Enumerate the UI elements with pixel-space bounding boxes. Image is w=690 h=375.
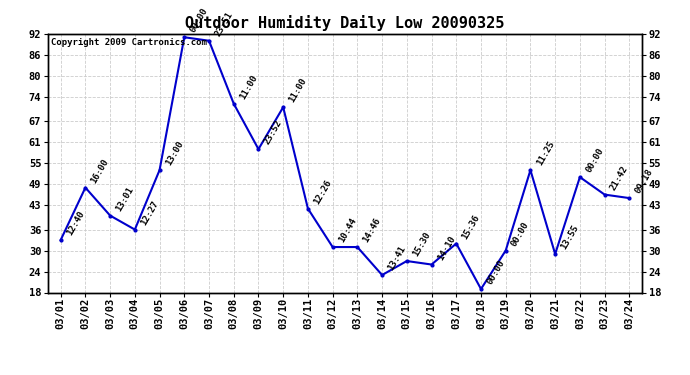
Text: 23:51: 23:51 [213,10,235,38]
Text: 15:36: 15:36 [460,213,482,241]
Text: 11:00: 11:00 [238,73,259,101]
Text: 14:46: 14:46 [362,216,383,244]
Text: 13:01: 13:01 [115,185,135,213]
Title: Outdoor Humidity Daily Low 20090325: Outdoor Humidity Daily Low 20090325 [186,15,504,31]
Text: 09:18: 09:18 [633,168,655,195]
Text: 10:44: 10:44 [337,216,358,244]
Text: 23:52: 23:52 [263,118,284,146]
Text: 12:40: 12:40 [65,210,86,237]
Text: 16:00: 16:00 [90,157,111,185]
Text: 00:00: 00:00 [188,7,210,34]
Text: 11:00: 11:00 [287,76,308,104]
Text: 12:27: 12:27 [139,199,160,227]
Text: 14:10: 14:10 [435,234,457,262]
Text: 15:30: 15:30 [411,231,432,258]
Text: 13:00: 13:00 [164,140,185,167]
Text: 12:26: 12:26 [312,178,333,206]
Text: 13:41: 13:41 [386,244,408,272]
Text: 00:00: 00:00 [584,147,605,174]
Text: 21:42: 21:42 [609,164,630,192]
Text: 00:00: 00:00 [510,220,531,248]
Text: 13:55: 13:55 [560,224,580,251]
Text: 00:00: 00:00 [485,258,506,286]
Text: 11:25: 11:25 [535,140,556,167]
Text: Copyright 2009 Cartronics.com: Copyright 2009 Cartronics.com [51,38,207,46]
